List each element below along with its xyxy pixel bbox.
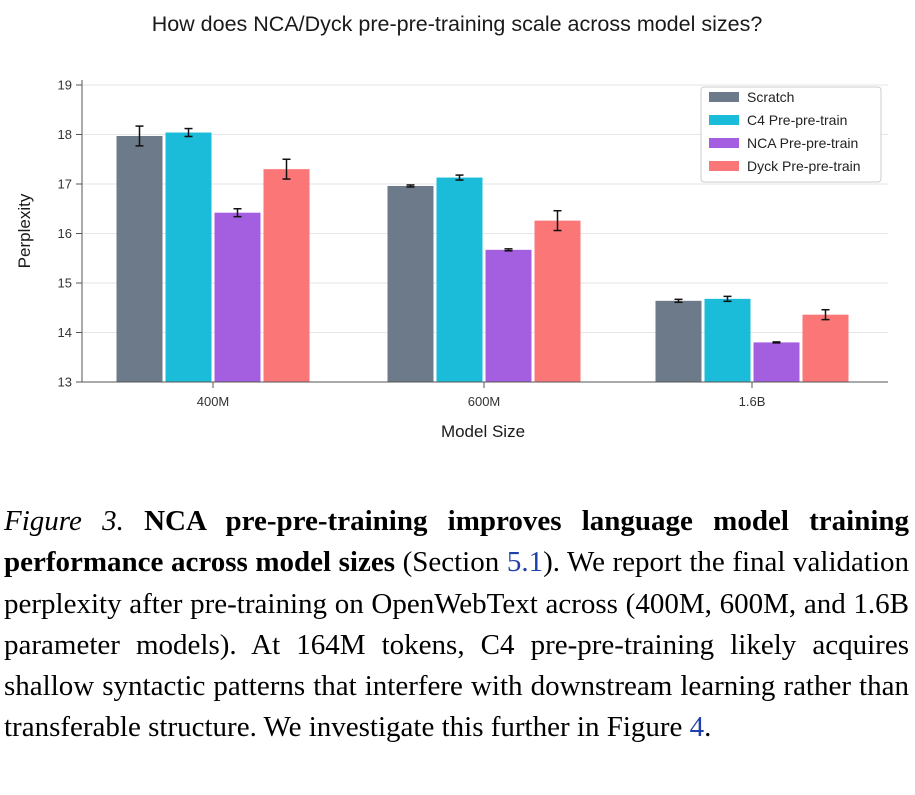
y-axis-label: Perplexity <box>15 193 34 268</box>
bars <box>116 132 849 382</box>
legend-label: Dyck Pre-pre-train <box>747 158 861 174</box>
legend-label: C4 Pre-pre-train <box>747 112 847 128</box>
legend-label: NCA Pre-pre-train <box>747 135 858 151</box>
error-bars <box>135 125 830 344</box>
x-axis-label: Model Size <box>441 422 525 441</box>
bar <box>704 298 751 382</box>
bar <box>387 185 434 382</box>
bar <box>165 132 212 382</box>
caption-section-close: ). <box>543 546 560 579</box>
caption-label: Figure 3. <box>4 505 124 537</box>
x-tick-label: 400M <box>197 394 230 409</box>
bar <box>485 249 532 382</box>
bar <box>534 220 581 382</box>
caption-end: . <box>704 711 712 744</box>
caption-heading: NCA pre-pre-training improves language m… <box>4 505 910 579</box>
axes <box>81 80 888 383</box>
legend-swatch <box>709 138 739 148</box>
legend-swatch <box>709 92 739 102</box>
chart: How does NCA/Dyck pre-pre-training scale… <box>15 12 888 441</box>
bar <box>802 314 849 382</box>
legend-swatch <box>709 161 739 171</box>
bar <box>753 342 800 382</box>
chart-title: How does NCA/Dyck pre-pre-training scale… <box>152 12 763 36</box>
legend-frame <box>700 86 882 183</box>
bar <box>263 169 310 382</box>
y-tick-label: 13 <box>58 375 72 390</box>
bar <box>436 177 483 382</box>
figure-caption: Figure 3. NCA pre-pre-training improves … <box>4 501 909 749</box>
section-link[interactable]: 5.1 <box>506 546 544 579</box>
y-tick-label: 15 <box>58 276 72 291</box>
legend: Scratch C4 Pre-pre-train NCA Pre-pre-train… <box>700 86 882 183</box>
bar <box>116 135 163 382</box>
y-tick-label: 19 <box>58 78 72 93</box>
x-tick-label: 600M <box>468 394 501 409</box>
x-tick-label: 1.6B <box>739 394 766 409</box>
y-tick-label: 16 <box>58 226 72 241</box>
y-ticks: 13 14 15 16 17 18 19 <box>58 78 82 390</box>
caption-body: We report the final validation perplexit… <box>4 546 910 744</box>
y-tick-label: 17 <box>58 177 72 192</box>
y-tick-label: 18 <box>58 127 72 142</box>
bar <box>655 300 702 382</box>
legend-label: Scratch <box>747 89 794 105</box>
y-tick-label: 14 <box>58 325 72 340</box>
legend-swatch <box>709 115 739 125</box>
x-ticks: 400M 600M 1.6B <box>197 382 766 409</box>
bar <box>214 212 261 382</box>
caption-section-open: (Section <box>402 546 507 579</box>
figure-link[interactable]: 4 <box>689 711 705 744</box>
